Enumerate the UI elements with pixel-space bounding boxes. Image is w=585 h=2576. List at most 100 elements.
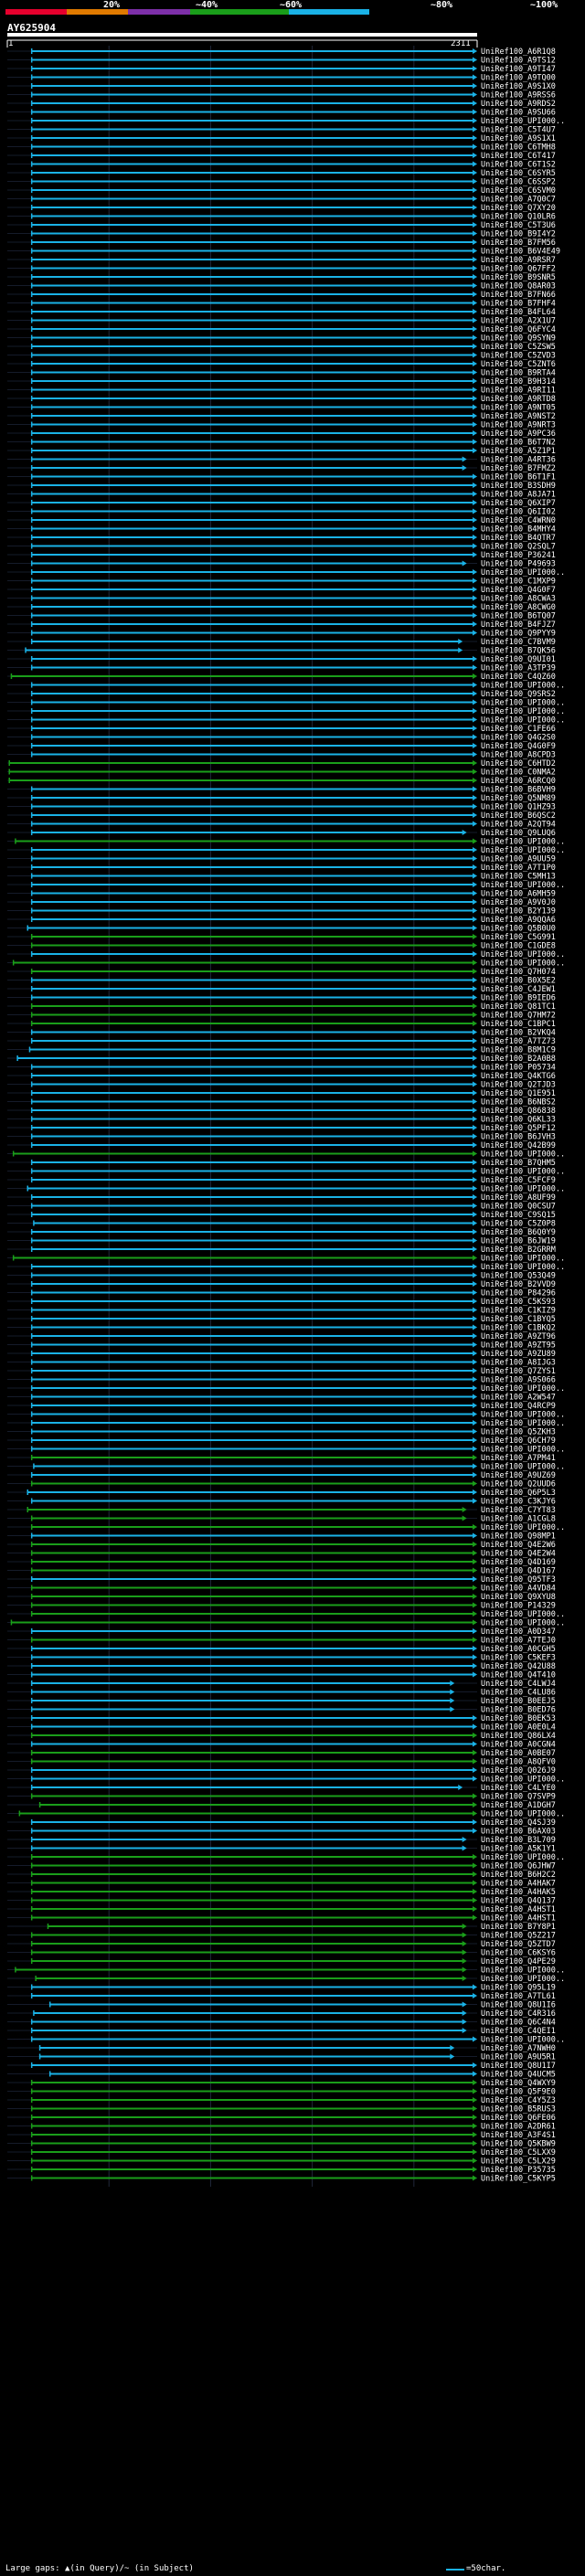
hit-label: UniRef100_A9TI47 <box>481 65 556 74</box>
hit-arrowhead <box>473 491 477 497</box>
hit-arrowhead <box>473 873 477 879</box>
hit-label: UniRef100_A6R1Q8 <box>481 48 556 57</box>
hit-arrowhead <box>473 821 477 827</box>
hit-label: UniRef100_C6HTD2 <box>481 759 556 769</box>
hit-arrowhead <box>473 2115 477 2120</box>
hit-arrowhead <box>473 309 477 314</box>
hit-arrowhead <box>473 1715 477 1721</box>
hit-label: UniRef100_A8CWG0 <box>481 603 556 612</box>
hit-label: UniRef100_Q42B99 <box>481 1141 556 1150</box>
hit-label: UniRef100_UPI000.. <box>481 682 565 691</box>
ruler-start-label: 1 <box>8 39 14 48</box>
hit-label: UniRef100_B0ED76 <box>481 1706 556 1715</box>
hit-arrowhead <box>473 1914 477 1921</box>
hit-label: UniRef100_A2W547 <box>481 1394 556 1403</box>
hit-label: UniRef100_Q4PE29 <box>481 1957 556 1966</box>
hit-label: UniRef100_UPI000.. <box>481 1185 565 1194</box>
hit-label: UniRef100_A0CGN4 <box>481 1741 556 1750</box>
hit-label: UniRef100_A8CPD3 <box>481 751 556 760</box>
hit-arrowhead <box>473 508 477 514</box>
hit-label: UniRef100_UPI000.. <box>481 1263 565 1272</box>
hit-label: UniRef100_A0CGH5 <box>481 1645 556 1654</box>
hit-arrowhead <box>473 1463 477 1469</box>
hit-label: UniRef100_UPI000.. <box>481 1853 565 1862</box>
hit-arrowhead <box>473 387 477 393</box>
hit-label: UniRef100_A9UZ69 <box>481 1471 556 1480</box>
large-gaps-legend: Large gaps: ▲(in Query)/~ (in Subject) <box>5 2564 194 2573</box>
hit-label: UniRef100_A9S066 <box>481 1376 556 1385</box>
hit-label: UniRef100_C1KIZ9 <box>481 1307 556 1316</box>
hit-arrowhead <box>473 1333 477 1339</box>
hit-label: UniRef100_A8JA71 <box>481 491 556 500</box>
hit-label: UniRef100_B4MHY4 <box>481 525 556 535</box>
hit-label: UniRef100_A9UU59 <box>481 855 556 864</box>
hit-arrowhead <box>473 473 477 480</box>
hit-label: UniRef100_Q4D169 <box>481 1558 556 1567</box>
hit-label: UniRef100_P05734 <box>481 1064 556 1073</box>
hit-arrowhead <box>473 83 477 89</box>
hit-arrowhead <box>473 1446 477 1452</box>
hit-label: UniRef100_C5LX29 <box>481 2157 556 2167</box>
hit-arrowhead <box>473 213 477 219</box>
hit-label: UniRef100_A9SU66 <box>481 109 556 118</box>
hit-arrowhead <box>473 1125 477 1130</box>
hit-label: UniRef100_A6RCQ0 <box>481 777 556 786</box>
hit-label: UniRef100_UPI000.. <box>481 568 565 578</box>
hit-label: UniRef100_A8UF99 <box>481 1193 556 1203</box>
hit-label: UniRef100_B6NBS2 <box>481 1098 556 1108</box>
hit-label: UniRef100_C6T417 <box>481 152 556 161</box>
hit-label: UniRef100_UPI000.. <box>481 950 565 959</box>
hit-label: UniRef100_A5K1Y1 <box>481 1845 556 1854</box>
hit-arrowhead <box>473 612 477 619</box>
hit-label: UniRef100_Q9SRS2 <box>481 690 556 699</box>
hit-arrowhead <box>473 2157 477 2164</box>
hit-arrowhead <box>462 1941 467 1946</box>
hit-arrowhead <box>473 621 477 627</box>
hit-label: UniRef100_A9RTD8 <box>481 395 556 404</box>
hit-arrowhead <box>450 2053 455 2060</box>
hit-label: UniRef100_A4RT36 <box>481 456 556 465</box>
hit-label: UniRef100_Q10LR6 <box>481 213 556 222</box>
hit-label: UniRef100_B0EEJ5 <box>481 1697 556 1706</box>
hit-label: UniRef100_UPI000.. <box>481 846 565 855</box>
hit-label: UniRef100_C5KYP5 <box>481 2175 556 2184</box>
hit-label: UniRef100_P36241 <box>481 551 556 560</box>
hit-label: UniRef100_P84296 <box>481 1289 556 1299</box>
hit-label: UniRef100_A6MH59 <box>481 890 556 899</box>
hit-label: UniRef100_A9ZU89 <box>481 1350 556 1359</box>
hit-label: UniRef100_B3L709 <box>481 1836 556 1845</box>
hit-label: UniRef100_UPI000.. <box>481 881 565 890</box>
hit-label: UniRef100_UPI000.. <box>481 838 565 847</box>
hit-arrowhead <box>473 864 477 870</box>
hit-label: UniRef100_C5ZNT6 <box>481 360 556 369</box>
hit-arrowhead <box>473 1081 477 1087</box>
hit-label: UniRef100_A8CWA3 <box>481 595 556 604</box>
legend-segment-green <box>190 9 289 15</box>
hit-label: UniRef100_UPI000.. <box>481 1463 565 1472</box>
hit-arrowhead <box>473 1150 477 1157</box>
hit-arrowhead <box>473 535 477 540</box>
hit-label: UniRef100_B5RUS3 <box>481 2105 556 2115</box>
hit-arrowhead <box>473 1212 477 1217</box>
hit-label: UniRef100_A8QFV0 <box>481 1758 556 1767</box>
hit-label: UniRef100_A9QQA6 <box>481 916 556 925</box>
hit-label: UniRef100_B7FM56 <box>481 239 556 248</box>
hit-label: UniRef100_C6TMH8 <box>481 143 556 153</box>
hit-label: UniRef100_Q5KBW9 <box>481 2140 556 2149</box>
hit-arrowhead <box>473 352 477 358</box>
hit-label: UniRef100_Q7SVP9 <box>481 1793 556 1802</box>
hit-arrowhead <box>473 1073 477 1078</box>
hit-arrowhead <box>473 1012 477 1018</box>
hit-label: UniRef100_B7FN66 <box>481 291 556 300</box>
hit-label: UniRef100_Q2UUD6 <box>481 1480 556 1489</box>
hit-arrowhead <box>473 448 477 453</box>
hit-label: UniRef100_B4QTR7 <box>481 534 556 543</box>
hit-arrowhead <box>473 1038 477 1044</box>
hit-arrowhead <box>473 1203 477 1209</box>
hit-arrowhead <box>473 838 477 844</box>
hit-label: UniRef100_B6Q0Y9 <box>481 1228 556 1237</box>
hit-label: UniRef100_Q5Z217 <box>481 1932 556 1941</box>
hit-arrowhead <box>473 769 477 775</box>
hit-label: UniRef100_Q1HZ93 <box>481 803 556 812</box>
hit-label: UniRef100_B7FMZ2 <box>481 464 556 473</box>
